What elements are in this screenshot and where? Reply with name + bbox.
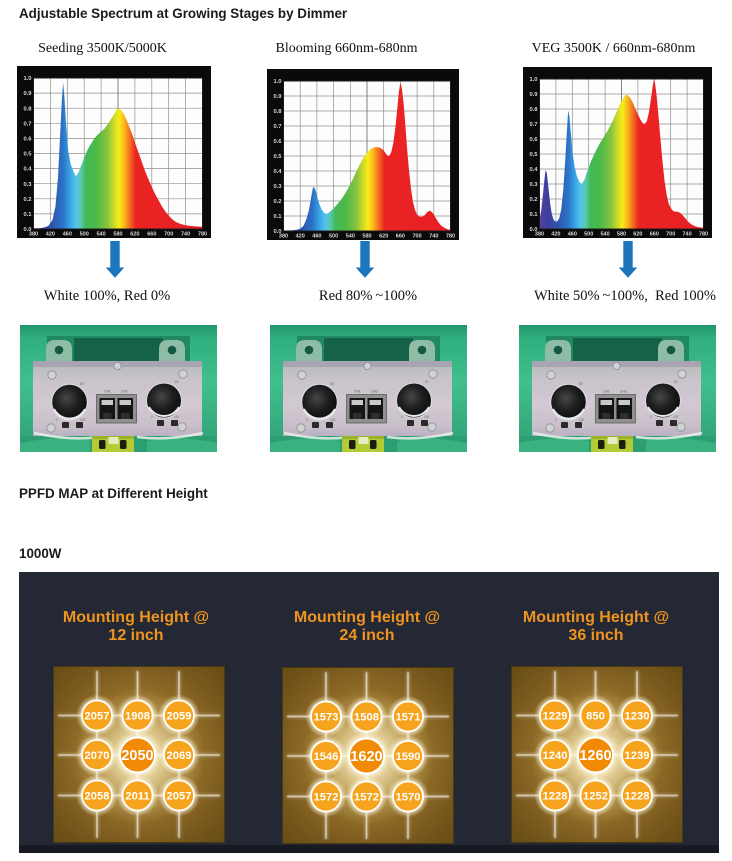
svg-text:1620: 1620 xyxy=(350,749,382,765)
svg-text:620: 620 xyxy=(633,232,642,238)
svg-text:1230: 1230 xyxy=(625,711,650,723)
svg-text:580: 580 xyxy=(113,232,122,238)
svg-text:1908: 1908 xyxy=(125,711,150,723)
svg-text:0.3: 0.3 xyxy=(273,184,282,190)
svg-text:0.9: 0.9 xyxy=(273,94,282,100)
svg-text:740: 740 xyxy=(683,232,692,238)
svg-text:1572: 1572 xyxy=(354,792,379,804)
svg-text:580: 580 xyxy=(362,234,371,240)
svg-text:2011: 2011 xyxy=(125,791,149,803)
svg-text:2050: 2050 xyxy=(121,748,153,764)
svg-text:740: 740 xyxy=(181,232,190,238)
svg-text:0.9: 0.9 xyxy=(529,92,538,98)
svg-text:2069: 2069 xyxy=(167,750,192,762)
svg-text:1.0: 1.0 xyxy=(23,76,31,82)
svg-text:500: 500 xyxy=(329,234,338,240)
svg-text:0.1: 0.1 xyxy=(23,212,32,218)
svg-text:1229: 1229 xyxy=(543,711,568,723)
svg-text:540: 540 xyxy=(97,232,106,238)
svg-text:2058: 2058 xyxy=(85,791,110,803)
svg-text:1260: 1260 xyxy=(579,748,611,764)
svg-text:700: 700 xyxy=(413,234,422,240)
svg-text:1573: 1573 xyxy=(314,712,339,724)
svg-text:0.8: 0.8 xyxy=(529,107,538,113)
svg-text:660: 660 xyxy=(147,232,156,238)
svg-text:1228: 1228 xyxy=(543,791,568,803)
svg-text:500: 500 xyxy=(584,232,593,238)
svg-text:660: 660 xyxy=(650,232,659,238)
svg-text:700: 700 xyxy=(666,232,675,238)
svg-text:0.3: 0.3 xyxy=(23,182,32,188)
svg-text:780: 780 xyxy=(699,232,708,238)
svg-text:420: 420 xyxy=(296,234,305,240)
svg-text:0.2: 0.2 xyxy=(529,197,537,203)
svg-text:0.7: 0.7 xyxy=(529,122,537,128)
svg-text:0.8: 0.8 xyxy=(273,109,282,115)
svg-text:0.1: 0.1 xyxy=(529,212,538,218)
svg-text:0.5: 0.5 xyxy=(273,154,282,160)
svg-text:0.0: 0.0 xyxy=(273,229,281,235)
svg-text:1508: 1508 xyxy=(354,712,379,724)
svg-text:380: 380 xyxy=(29,232,38,238)
svg-text:0.7: 0.7 xyxy=(273,124,281,130)
svg-text:1228: 1228 xyxy=(625,791,650,803)
svg-text:0.5: 0.5 xyxy=(23,152,32,158)
svg-text:0.2: 0.2 xyxy=(273,199,281,205)
svg-text:1546: 1546 xyxy=(314,751,339,763)
svg-text:660: 660 xyxy=(396,234,405,240)
svg-text:0.9: 0.9 xyxy=(23,91,32,97)
svg-text:1240: 1240 xyxy=(543,750,568,762)
svg-text:0.7: 0.7 xyxy=(23,121,31,127)
svg-text:380: 380 xyxy=(279,234,288,240)
svg-text:1.0: 1.0 xyxy=(273,79,281,85)
svg-text:500: 500 xyxy=(80,232,89,238)
svg-text:2057: 2057 xyxy=(167,791,192,803)
svg-text:780: 780 xyxy=(198,232,207,238)
svg-text:1572: 1572 xyxy=(314,792,339,804)
svg-text:0.3: 0.3 xyxy=(529,182,538,188)
svg-text:0.6: 0.6 xyxy=(273,139,282,145)
svg-text:380: 380 xyxy=(535,232,544,238)
svg-text:1570: 1570 xyxy=(396,792,421,804)
svg-text:0.6: 0.6 xyxy=(529,137,538,143)
svg-text:620: 620 xyxy=(379,234,388,240)
svg-text:0.4: 0.4 xyxy=(273,169,282,175)
svg-text:460: 460 xyxy=(568,232,577,238)
svg-text:2059: 2059 xyxy=(167,711,192,723)
svg-text:740: 740 xyxy=(429,234,438,240)
svg-text:0.0: 0.0 xyxy=(529,227,537,233)
svg-text:1.0: 1.0 xyxy=(529,77,537,83)
svg-text:0.4: 0.4 xyxy=(529,167,538,173)
svg-text:460: 460 xyxy=(312,234,321,240)
svg-text:0.8: 0.8 xyxy=(23,106,32,112)
svg-text:1571: 1571 xyxy=(396,712,421,724)
svg-text:850: 850 xyxy=(586,711,605,723)
svg-text:580: 580 xyxy=(617,232,626,238)
svg-text:0.1: 0.1 xyxy=(273,214,282,220)
svg-text:1252: 1252 xyxy=(583,791,608,803)
svg-text:780: 780 xyxy=(446,234,455,240)
svg-text:620: 620 xyxy=(130,232,139,238)
svg-text:1239: 1239 xyxy=(625,750,650,762)
svg-text:540: 540 xyxy=(601,232,610,238)
svg-text:0.0: 0.0 xyxy=(23,227,31,233)
svg-text:0.4: 0.4 xyxy=(23,167,32,173)
svg-text:700: 700 xyxy=(164,232,173,238)
svg-text:460: 460 xyxy=(63,232,72,238)
svg-text:2057: 2057 xyxy=(85,711,110,723)
svg-text:0.2: 0.2 xyxy=(23,197,31,203)
svg-text:2070: 2070 xyxy=(85,750,110,762)
svg-text:0.6: 0.6 xyxy=(23,137,32,143)
svg-text:1590: 1590 xyxy=(396,751,421,763)
svg-text:540: 540 xyxy=(346,234,355,240)
svg-text:420: 420 xyxy=(551,232,560,238)
svg-text:0.5: 0.5 xyxy=(529,152,538,158)
svg-text:420: 420 xyxy=(46,232,55,238)
